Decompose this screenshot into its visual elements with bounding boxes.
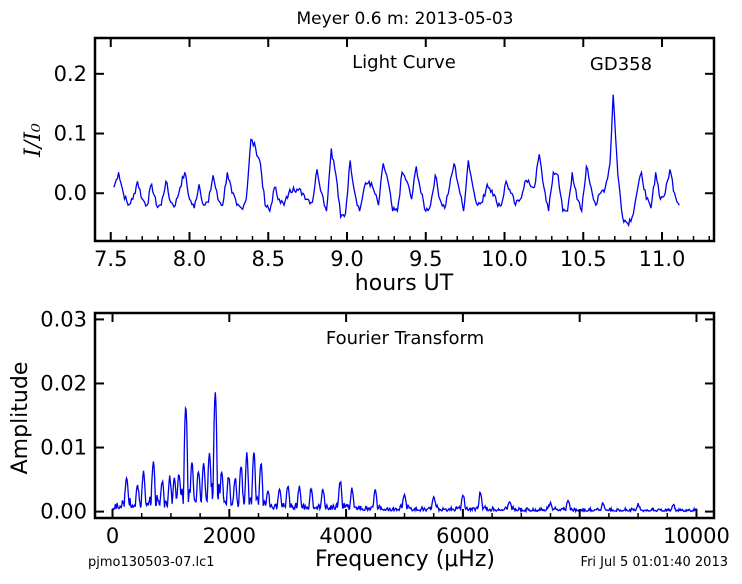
0-ytick-label: 0.0 bbox=[54, 181, 87, 205]
0-ytick-label: 0.1 bbox=[54, 122, 87, 146]
fourier-ylabel: Amplitude bbox=[8, 362, 33, 475]
1-xtick-label: 8000 bbox=[553, 524, 606, 548]
1-xtick-label: 2000 bbox=[203, 524, 256, 548]
1-ytick-label: 0.03 bbox=[40, 307, 87, 331]
0-xtick-label: 11.0 bbox=[639, 247, 686, 271]
1-xtick-label: 0 bbox=[106, 524, 119, 548]
light-curve-panel: 7.5 8.0 8.5 9.0 9.5 10.0 10.5 11.0 0.0 0.1 0.2 Lig… bbox=[21, 36, 716, 296]
fourier-series bbox=[111, 392, 698, 514]
footer-timestamp: Fri Jul 5 01:01:40 2013 bbox=[581, 555, 728, 570]
fourier-annotation: Fourier Transform bbox=[326, 328, 484, 349]
0-xtick-label: 8.5 bbox=[252, 247, 285, 271]
fourier-xlabel: Frequency (μHz) bbox=[315, 547, 495, 572]
1-ytick-label: 0.00 bbox=[40, 500, 87, 524]
fourier-ticks: 0 2000 4000 6000 8000 10000 0.00 0.01 0.02 0.03 bbox=[40, 307, 730, 548]
0-xtick-label: 9.0 bbox=[330, 247, 363, 271]
1-xtick-label: 4000 bbox=[319, 524, 372, 548]
1-xtick-label: 10000 bbox=[663, 524, 730, 548]
0-xtick-label: 9.5 bbox=[409, 247, 442, 271]
light-curve-xlabel: hours UT bbox=[355, 271, 454, 296]
1-xtick-label: 6000 bbox=[436, 524, 489, 548]
footer-filename: pjmo130503-07.lc1 bbox=[88, 555, 215, 570]
0-xtick-label: 10.0 bbox=[481, 247, 528, 271]
0-xtick-label: 7.5 bbox=[94, 247, 127, 271]
0-ytick-label: 0.2 bbox=[54, 62, 87, 86]
figure-title: Meyer 0.6 m: 2013-05-03 bbox=[297, 9, 514, 29]
1-ytick-label: 0.01 bbox=[40, 436, 87, 460]
light-curve-annotation: Light Curve bbox=[352, 52, 456, 73]
fourier-panel: 0 2000 4000 6000 8000 10000 0.00 0.01 0.02 0.03 F… bbox=[8, 307, 730, 572]
fourier-frame bbox=[93, 311, 716, 520]
0-xtick-label: 10.5 bbox=[560, 247, 607, 271]
1-ytick-label: 0.02 bbox=[40, 371, 87, 395]
light-curve-frame bbox=[93, 36, 716, 243]
light-curve-ticks: 7.5 8.0 8.5 9.0 9.5 10.0 10.5 11.0 0.0 0.1 0.2 bbox=[54, 38, 714, 271]
light-curve-ylabel: I/I₀ bbox=[21, 123, 46, 158]
0-xtick-label: 8.0 bbox=[173, 247, 206, 271]
light-curve-series bbox=[113, 94, 680, 228]
star-name-annotation: GD358 bbox=[590, 54, 652, 75]
